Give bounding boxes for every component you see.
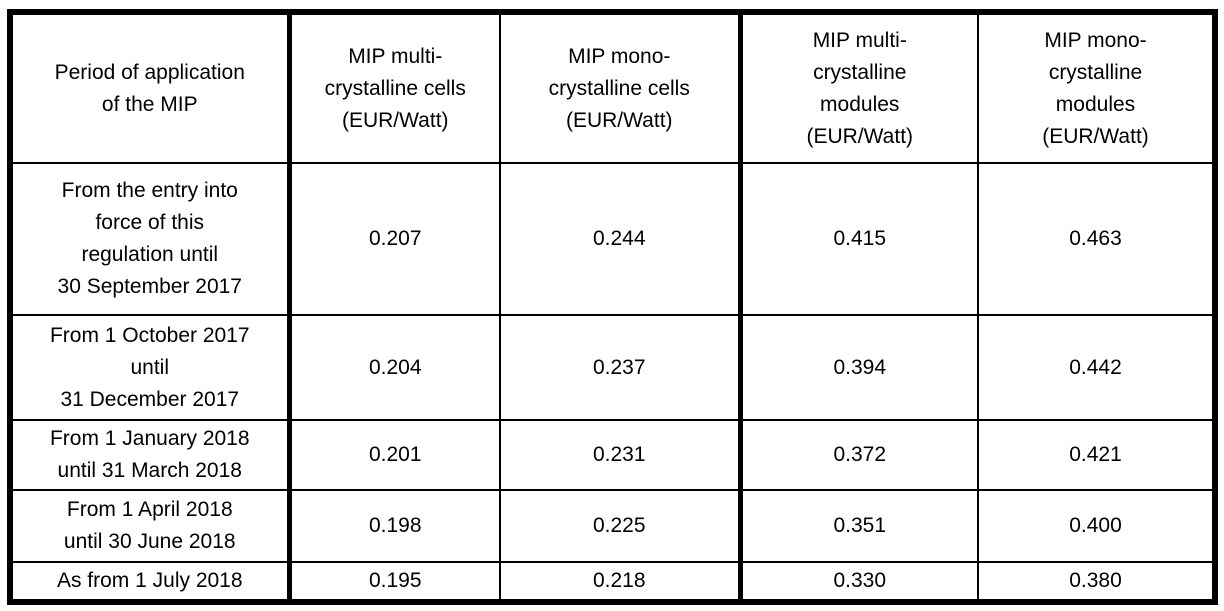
table-row: From 1 April 2018 until 30 June 2018 0.1…: [9, 489, 1216, 563]
period-cell: As from 1 July 2018: [9, 561, 292, 603]
mip-price-table: Period of application of the MIP MIP mul…: [7, 9, 1218, 605]
value-cell: 0.380: [977, 561, 1216, 603]
column-header-multi-cells: MIP multi- crystalline cells (EUR/Watt): [288, 11, 501, 164]
table-row: From 1 January 2018 until 31 March 2018 …: [9, 419, 1216, 491]
period-cell: From 1 April 2018 until 30 June 2018: [9, 489, 292, 563]
value-cell: 0.195: [288, 561, 501, 603]
value-cell: 0.442: [977, 314, 1216, 421]
column-header-mono-modules: MIP mono- crystalline modules (EUR/Watt): [977, 11, 1216, 164]
value-cell: 0.204: [288, 314, 501, 421]
value-cell: 0.351: [739, 489, 979, 563]
value-cell: 0.218: [499, 561, 743, 603]
value-cell: 0.237: [499, 314, 743, 421]
column-header-multi-modules: MIP multi- crystalline modules (EUR/Watt…: [739, 11, 979, 164]
value-cell: 0.231: [499, 419, 743, 491]
value-cell: 0.372: [739, 419, 979, 491]
period-cell: From the entry into force of this regula…: [9, 162, 292, 316]
period-cell: From 1 October 2017 until 31 December 20…: [9, 314, 292, 421]
value-cell: 0.394: [739, 314, 979, 421]
table-row: From 1 October 2017 until 31 December 20…: [9, 314, 1216, 421]
value-cell: 0.207: [288, 162, 501, 316]
period-cell: From 1 January 2018 until 31 March 2018: [9, 419, 292, 491]
column-header-period: Period of application of the MIP: [9, 11, 292, 164]
value-cell: 0.198: [288, 489, 501, 563]
column-header-mono-cells: MIP mono- crystalline cells (EUR/Watt): [499, 11, 743, 164]
value-cell: 0.415: [739, 162, 979, 316]
table-row: From the entry into force of this regula…: [9, 162, 1216, 316]
value-cell: 0.330: [739, 561, 979, 603]
value-cell: 0.201: [288, 419, 501, 491]
table-row: As from 1 July 2018 0.195 0.218 0.330 0.…: [9, 561, 1216, 603]
value-cell: 0.463: [977, 162, 1216, 316]
header-row: Period of application of the MIP MIP mul…: [9, 11, 1216, 164]
value-cell: 0.225: [499, 489, 743, 563]
value-cell: 0.244: [499, 162, 743, 316]
value-cell: 0.421: [977, 419, 1216, 491]
value-cell: 0.400: [977, 489, 1216, 563]
